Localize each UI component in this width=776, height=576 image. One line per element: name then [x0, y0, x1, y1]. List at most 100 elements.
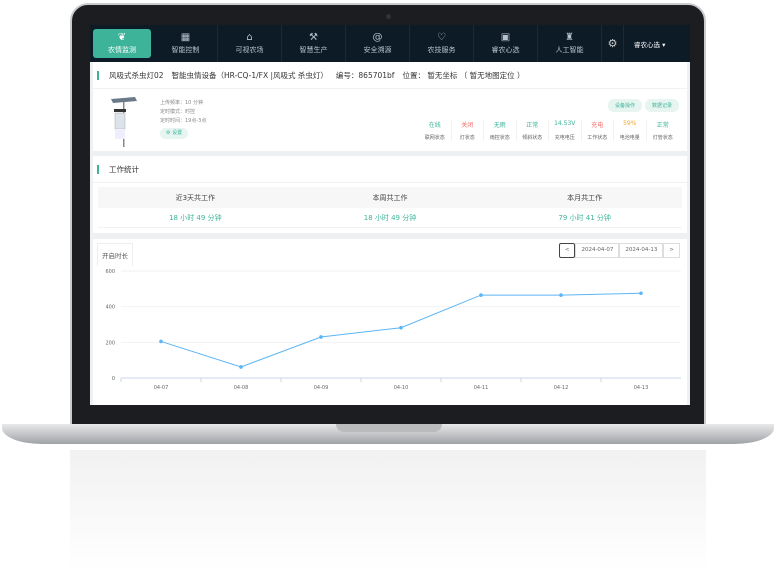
status-item: 关闭 灯状态	[452, 120, 484, 141]
data-point	[479, 293, 483, 297]
grid-icon: ▦	[180, 32, 191, 43]
data-point	[639, 291, 643, 296]
tab-open-duration[interactable]: 开启时长	[97, 243, 133, 266]
device-code: 编号：865701bf	[335, 70, 395, 80]
timer-mode: 定时模式：时控	[160, 109, 196, 115]
status-label: 雨控状态	[489, 135, 510, 141]
accent-bar	[97, 164, 99, 174]
nav-label: 可视农场	[235, 46, 264, 54]
x-tick-label: 04-13	[634, 385, 649, 391]
x-tick-label: 04-09	[314, 385, 329, 391]
nav-item[interactable]: ▣ 睿农心选	[474, 25, 538, 62]
nav-item[interactable]: ⚒ 智慧生产	[282, 25, 346, 62]
work-stats-card: 工作统计 近3天共工作 本周共工作 本月共工作 18 小时 49 分钟 18 小时 4…	[93, 156, 687, 233]
nav-item[interactable]: ▦ 智能控制	[154, 25, 218, 62]
nav-label: 农技服务	[427, 46, 456, 54]
nav-label: 人工智能	[555, 46, 584, 54]
status-value: 正常	[526, 122, 539, 129]
data-point	[399, 325, 403, 330]
status-label: 灯状态	[459, 135, 475, 141]
stat-value: 18 小时 49 分钟	[363, 213, 417, 222]
x-tick-label: 04-10	[394, 385, 409, 391]
nav-item[interactable]: ❦ 农情监测	[93, 29, 151, 58]
data-point	[239, 365, 243, 369]
status-value: 无雨	[493, 122, 506, 129]
settings-gear-icon[interactable]: ⚙	[602, 25, 624, 62]
status-value: 关闭	[461, 122, 474, 129]
tools-icon: ⚒	[309, 32, 318, 43]
prev-week-button[interactable]: <	[558, 243, 576, 258]
upload-frequency: 上传频率：10 分钟	[160, 100, 203, 106]
device-name: 风吸式杀虫灯02	[109, 70, 164, 80]
building-icon: ⌂	[246, 32, 253, 43]
y-tick-label: 200	[105, 340, 115, 346]
x-tick-label: 04-11	[474, 385, 489, 391]
reflection	[70, 450, 706, 570]
x-tick-label: 04-08	[234, 385, 249, 391]
screen: ❦ 农情监测 ▦ 智能控制 ⌂ 可视农场 ⚒ 智慧生产 @ 安全溯源 ♡ 农技服务 ▣ 睿农心选 ♜ 人工智能…	[90, 25, 690, 405]
data-point	[159, 339, 163, 344]
status-item: 14.53V 充电电压	[549, 120, 582, 141]
nav-item[interactable]: ⌂ 可视农场	[218, 25, 282, 62]
nav-label: 智能控制	[171, 46, 200, 54]
data-point	[319, 335, 323, 339]
at-icon: @	[372, 32, 383, 43]
series-line	[160, 292, 642, 368]
nav-item[interactable]: ♜ 人工智能	[538, 25, 602, 62]
laptop-base	[2, 424, 774, 444]
status-item: 59% 电池电量	[614, 120, 647, 141]
cart-icon: ▣	[500, 32, 511, 43]
line-chart: 0 200 400 600 04-07 04-08 04-09 04-10 04-11 04-12…	[105, 269, 681, 391]
nav-label: 智慧生产	[299, 46, 328, 54]
y-tick-label: 400	[105, 305, 115, 311]
device-type: 智能虫情设备（HR-CQ-1/FX |风吸式 杀虫灯）	[171, 70, 328, 80]
top-nav: ❦ 农情监测 ▦ 智能控制 ⌂ 可视农场 ⚒ 智慧生产 @ 安全溯源 ♡ 农技服务 ▣ 睿农心选 ♜ 人工智能…	[90, 25, 690, 62]
heart-icon: ♡	[437, 32, 446, 43]
start-date[interactable]: 2024-04-07	[575, 243, 620, 258]
stat-header: 近3天共工作	[175, 193, 216, 202]
settings-button[interactable]: ⚙ 设置	[160, 128, 189, 139]
status-label: 联网状态	[424, 135, 445, 141]
timer-time: 定时时间：19点-3点	[160, 118, 207, 124]
user-menu[interactable]: 睿农心选 ▾	[634, 40, 666, 49]
nav-label: 安全溯源	[363, 46, 392, 54]
status-value: 在线	[428, 122, 441, 129]
data-point	[559, 293, 563, 297]
stat-header: 本周共工作	[372, 193, 408, 202]
device-location: 位置： 暂无坐标 （ 暂无地图定位 ）	[402, 70, 525, 80]
x-tick-label: 04-07	[154, 385, 169, 391]
status-label: 充电电压	[554, 135, 575, 141]
data-records-button[interactable]: 数据记录	[644, 99, 679, 112]
nav-item[interactable]: @ 安全溯源	[346, 25, 410, 62]
gear-icon: ⚙	[166, 130, 173, 136]
accent-bar	[97, 70, 99, 80]
nav-label: 睿农心选	[491, 46, 520, 54]
y-tick-label: 600	[105, 269, 115, 275]
status-item: 正常 灯管状态	[647, 120, 680, 141]
nav-item[interactable]: ♡ 农技服务	[410, 25, 474, 62]
status-value: 正常	[656, 122, 669, 129]
y-tick-label: 0	[112, 376, 115, 382]
insect-lamp-image	[111, 97, 137, 147]
stat-value: 18 小时 49 分钟	[169, 213, 222, 222]
device-card: 风吸式杀虫灯02 智能虫情设备（HR-CQ-1/FX |风吸式 杀虫灯） 编号：…	[93, 62, 687, 151]
status-label: 电池电量	[619, 135, 640, 141]
robot-icon: ♜	[565, 32, 574, 43]
stat-value: 79 小时 41 分钟	[558, 213, 611, 222]
chart-card: 开启时长 < 2024-04-07 2024-04-13 > 0 200 400 60…	[93, 239, 687, 405]
status-label: 倾斜状态	[522, 135, 543, 141]
status-label: 工作状态	[587, 135, 608, 141]
x-tick-label: 04-12	[554, 385, 569, 391]
laptop-notch	[336, 424, 442, 432]
end-date[interactable]: 2024-04-13	[619, 243, 664, 258]
status-item: 正常 倾斜状态	[517, 120, 549, 141]
status-item: 充电 工作状态	[582, 120, 614, 141]
stat-header: 本月共工作	[567, 193, 603, 202]
status-label: 灯管状态	[652, 135, 673, 141]
status-value: 14.53V	[554, 120, 576, 127]
camera	[386, 14, 391, 19]
device-operation-button[interactable]: 设备操作	[607, 99, 642, 112]
nav-label: 农情监测	[108, 46, 136, 54]
status-item: 在线 联网状态	[419, 120, 452, 141]
next-week-button[interactable]: >	[663, 243, 680, 258]
